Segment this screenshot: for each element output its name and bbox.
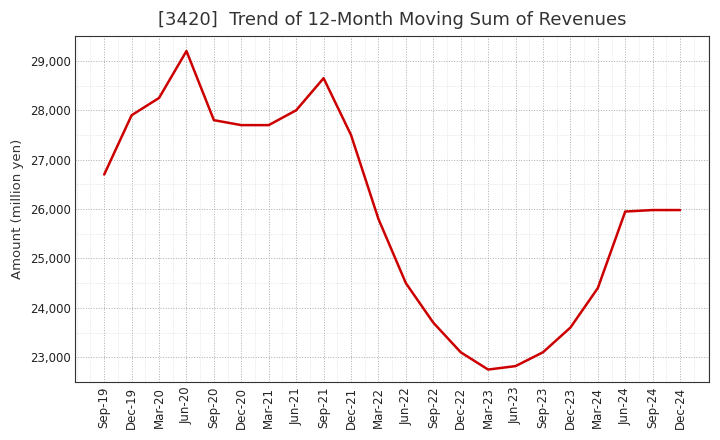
Y-axis label: Amount (million yen): Amount (million yen): [11, 139, 24, 279]
Title: [3420]  Trend of 12-Month Moving Sum of Revenues: [3420] Trend of 12-Month Moving Sum of R…: [158, 11, 626, 29]
